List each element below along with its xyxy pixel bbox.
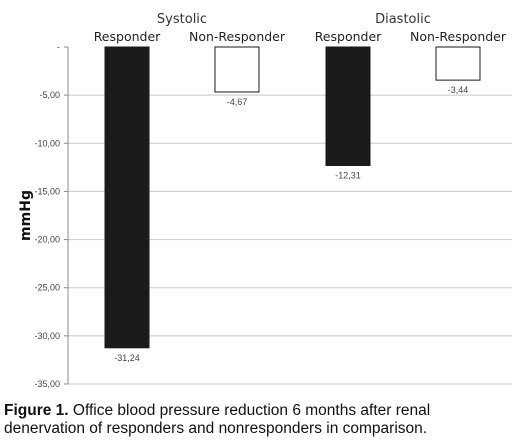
group-label: Systolic: [157, 12, 207, 27]
figure-caption: Figure 1. Office blood pressure reductio…: [4, 402, 514, 438]
y-axis-title: mmHg: [18, 190, 34, 241]
y-tick-label: -25,00: [34, 283, 60, 293]
bar: [435, 46, 481, 81]
bar-value-label: -4,67: [227, 97, 248, 107]
category-label: Non-Responder: [410, 29, 507, 44]
y-tick-label: -30,00: [34, 331, 60, 341]
y-tick-label: -35,00: [34, 379, 60, 389]
bar: [104, 46, 150, 349]
y-tick-label: -20,00: [34, 235, 60, 245]
y-tick-label: -15,00: [34, 186, 60, 196]
figure-caption-text: Office blood pressure reduction 6 months…: [4, 402, 431, 437]
category-label: Non-Responder: [189, 29, 286, 44]
category-label: Responder: [94, 29, 161, 44]
group-label: Diastolic: [375, 12, 431, 27]
bar-value-label: -12,31: [335, 171, 361, 181]
bar: [214, 46, 260, 93]
y-tick-label: -5,00: [39, 90, 60, 100]
y-tick-label: -: [57, 42, 60, 52]
bar-value-label: -3,44: [448, 85, 469, 95]
figure-caption-prefix: Figure 1.: [4, 402, 69, 419]
bar: [325, 46, 371, 167]
category-label: Responder: [315, 29, 382, 44]
bar-chart: - -5,00 -10,00 -15,00 -20,00 -25,00 -30,00 -35,…: [18, 12, 512, 389]
y-tick-label: -10,00: [34, 138, 60, 148]
bar-value-label: -31,24: [114, 353, 140, 363]
